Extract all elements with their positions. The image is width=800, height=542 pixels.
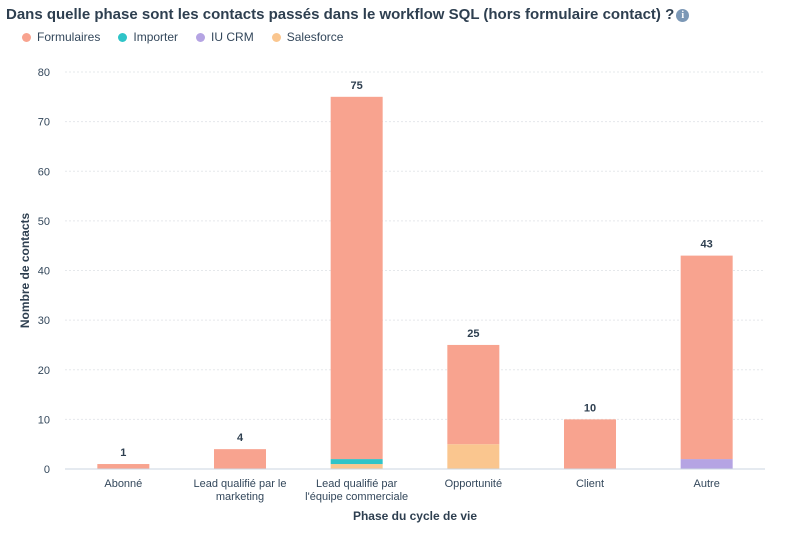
bar-segment-formulaires[interactable] (564, 419, 616, 469)
data-label: 1 (120, 447, 126, 459)
bar-segment-formulaires[interactable] (214, 449, 266, 469)
data-label: 43 (701, 239, 713, 251)
chart-title: Dans quelle phase sont les contacts pass… (6, 6, 690, 23)
legend-label-iu-crm: IU CRM (211, 30, 254, 44)
y-axis-ticks: 0 10 20 30 40 50 60 70 80 (38, 67, 50, 476)
y-tick-label: 0 (44, 464, 50, 476)
y-tick-label: 70 (38, 117, 50, 129)
x-tick-label: Autre (694, 478, 720, 490)
bars (97, 96, 733, 469)
legend-swatch-salesforce (271, 32, 281, 42)
bar-segment-formulaires[interactable] (680, 255, 733, 460)
legend-item-importer[interactable]: Importer (118, 30, 178, 44)
x-tick-label: Abonné (104, 478, 142, 490)
bar-segment-formulaires[interactable] (330, 96, 383, 460)
x-axis-title: Phase du cycle de vie (353, 509, 477, 523)
y-tick-label: 20 (38, 365, 50, 377)
legend-item-iu-crm[interactable]: IU CRM (196, 30, 254, 44)
chart-title-text: Dans quelle phase sont les contacts pass… (6, 6, 675, 23)
y-tick-label: 80 (38, 67, 50, 79)
y-axis-title: Nombre de contacts (18, 212, 32, 328)
y-tick-label: 50 (38, 216, 50, 228)
legend-swatch-importer (118, 32, 128, 42)
legend-swatch-formulaires (22, 32, 31, 42)
info-icon[interactable]: i (676, 9, 690, 22)
legend: Formulaires Importer IU CRM Salesforce (22, 30, 343, 44)
y-tick-label: 10 (38, 414, 50, 426)
data-label: 25 (467, 328, 479, 340)
legend-item-salesforce[interactable]: Salesforce (271, 30, 344, 44)
bar-segment-salesforce[interactable] (447, 444, 500, 469)
gridlines (65, 71, 765, 420)
legend-label-salesforce: Salesforce (286, 30, 344, 44)
data-label: 4 (237, 432, 244, 444)
x-tick-label: Client (576, 478, 604, 490)
x-tick-label: Lead qualifié par le (194, 478, 287, 490)
y-tick-label: 60 (38, 166, 50, 178)
bar-segment-formulaires[interactable] (97, 464, 150, 469)
bar-segment-formulaires[interactable] (447, 344, 500, 445)
x-tick-label: l'équipe commerciale (305, 491, 408, 503)
bar-segment-iu-crm[interactable] (680, 459, 733, 469)
legend-swatch-iu-crm (196, 32, 206, 42)
y-tick-label: 30 (38, 315, 50, 327)
data-label: 75 (351, 80, 363, 92)
bar-segment-salesforce[interactable] (330, 464, 383, 469)
x-tick-label: marketing (216, 491, 264, 503)
x-tick-label: Lead qualifié par (316, 478, 398, 490)
legend-label-formulaires: Formulaires (37, 30, 101, 44)
bar-segment-importer[interactable] (330, 459, 383, 465)
data-label: 10 (584, 402, 596, 414)
y-tick-label: 40 (38, 266, 50, 278)
x-tick-label: Opportunité (445, 478, 502, 490)
legend-label-importer: Importer (133, 30, 179, 44)
legend-item-formulaires[interactable]: Formulaires (22, 30, 100, 44)
data-labels: 1 4 75 25 10 43 (120, 80, 713, 459)
